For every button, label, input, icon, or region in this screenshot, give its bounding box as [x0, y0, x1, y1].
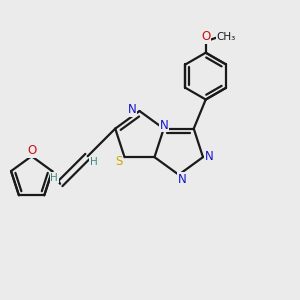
Text: S: S: [116, 155, 123, 168]
Text: H: H: [90, 157, 98, 167]
Text: O: O: [201, 30, 210, 43]
Text: N: N: [178, 173, 187, 186]
Text: N: N: [159, 118, 168, 131]
Text: N: N: [128, 103, 137, 116]
Text: H: H: [50, 173, 58, 183]
Text: N: N: [205, 150, 213, 163]
Text: CH₃: CH₃: [217, 32, 236, 41]
Text: O: O: [27, 144, 36, 157]
